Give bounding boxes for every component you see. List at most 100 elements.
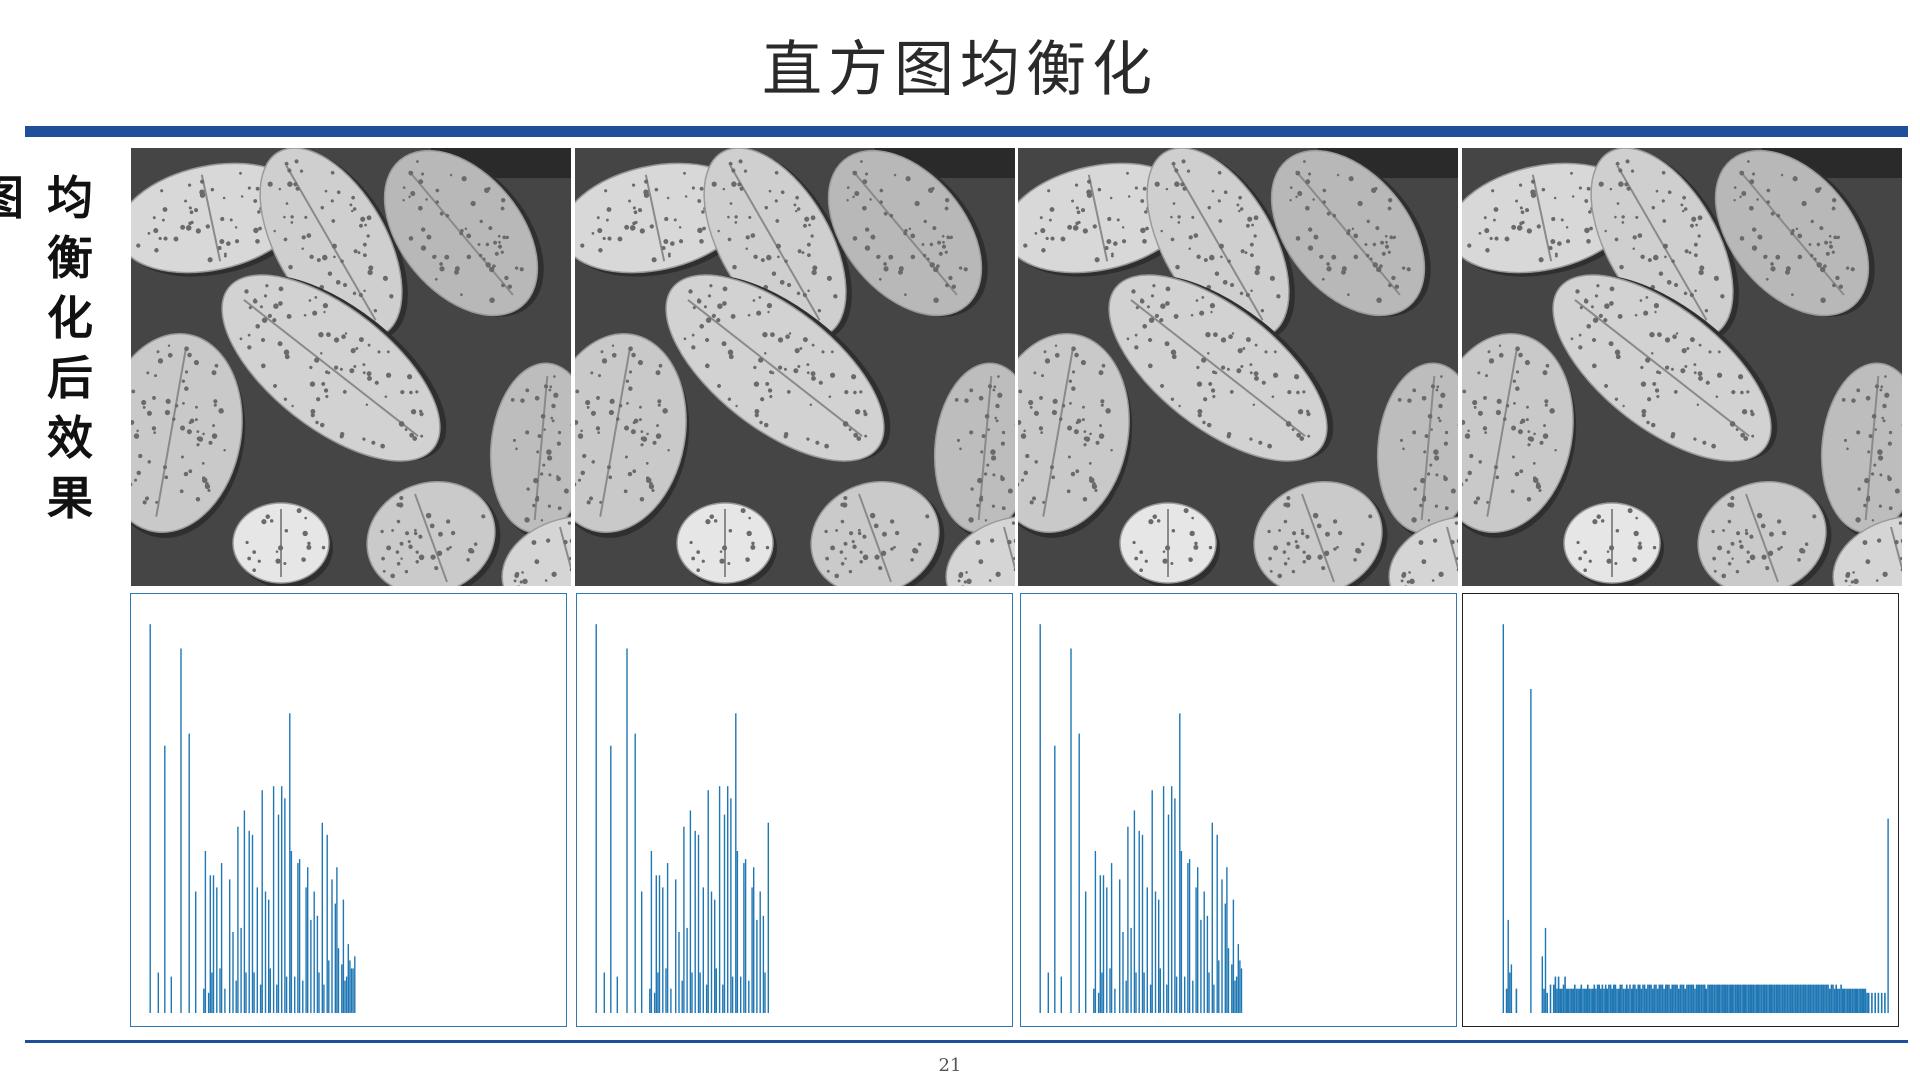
histogram-bar [1762,984,1764,1013]
histogram-bar [1666,984,1669,1013]
histogram-bar [736,851,739,1013]
histogram-bar [268,899,270,1013]
histogram-bar [1119,879,1121,1014]
histogram-bar [1661,984,1664,1013]
histogram-bar [1175,976,1178,1013]
histogram-bar [666,863,669,1013]
histogram-bar [767,822,769,1013]
histogram-bar [1227,948,1230,1013]
histogram-bar [1746,984,1748,1013]
histogram-bar [1796,984,1799,1013]
histogram-bar [269,968,271,1013]
histogram-bar [1240,968,1243,1013]
histogram-bar [1874,992,1876,1014]
histogram-bar [1577,988,1579,1013]
histogram-bar [1806,984,1808,1013]
histogram-bar [1713,984,1716,1013]
histogram-bar [1221,879,1223,1014]
histogram-bar [1515,988,1518,1013]
histogram-bar [281,786,283,1013]
histogram-bar [1707,984,1709,1013]
histogram-bar [1509,972,1511,1013]
histogram-bar [1841,988,1844,1013]
histogram-bar [1854,988,1857,1013]
histogram-bar [1835,984,1837,1013]
histogram-bar [336,867,338,1013]
histogram-bar [1863,988,1865,1013]
histogram-bar [1158,899,1160,1013]
histogram-bar [1791,984,1794,1013]
histogram-bar [344,980,346,1013]
histogram-bar [1692,984,1695,1013]
histogram-bar [1643,984,1646,1013]
histogram-bar [616,976,618,1013]
histogram-bar [1213,984,1215,1013]
histogram-bar [1658,984,1661,1013]
histogram-bar [243,810,246,1013]
histogram-bar [1824,984,1826,1013]
histogram-bar [1699,984,1701,1013]
histogram-bar [1864,988,1867,1013]
histogram-bar [748,980,750,1013]
histogram-bar [1626,984,1628,1013]
histogram-bar [735,713,737,1013]
histogram-bar [1619,984,1622,1013]
histogram-bar [313,891,315,1013]
histogram-bar [723,814,726,1013]
histogram-bar [1856,988,1859,1013]
histogram-bar [1807,984,1810,1013]
histogram-bar [1853,988,1855,1013]
histogram-bar [1195,887,1197,1013]
histogram-bar [180,648,182,1013]
histogram-bar [1549,984,1552,1013]
histogram-bar [1721,984,1724,1013]
histogram-bar [1749,984,1751,1013]
histogram-bar [1710,984,1712,1013]
histogram-bar [740,976,742,1013]
slide-title: 直方图均衡化 [762,35,1158,105]
histogram-bar [1679,984,1682,1013]
histogram-bar [675,879,677,1014]
histogram-bar [1154,891,1157,1013]
histogram-bar [1565,988,1568,1013]
histogram-bar [1603,988,1605,1013]
histogram-bar [307,867,309,1013]
histogram-bar [1754,984,1756,1013]
histogram-bar [1109,968,1111,1013]
histogram-bar [1682,984,1685,1013]
histogram-bar [1070,648,1072,1013]
histogram-bar [1731,984,1734,1013]
histogram-bar [1755,984,1758,1013]
histogram-bar [1078,733,1080,1013]
histogram-bar [1593,984,1596,1013]
histogram-bar [1819,984,1821,1013]
histogram-bar [1765,984,1768,1013]
histogram-bar [302,980,304,1013]
histogram-bar [714,899,716,1013]
histogram-bar [1575,988,1578,1013]
side-label-char: 衡 [47,231,93,285]
histogram-bar [1054,745,1056,1013]
histogram-bar [1736,984,1738,1013]
histogram-bar [1778,984,1781,1013]
histogram-bar [743,863,745,1013]
histogram-bar [1637,984,1639,1013]
pollen-photo-3 [1018,148,1458,586]
histogram-bar [1167,814,1170,1013]
histogram-bar [634,733,636,1013]
histogram-bar [722,984,724,1013]
histogram-bar [345,976,348,1013]
histogram-bar [1208,972,1210,1013]
histogram-bar [289,713,291,1013]
histogram-bar [1773,984,1776,1013]
histogram-bar [1798,984,1800,1013]
histogram-bar [1616,988,1618,1013]
histogram-bar [1639,984,1641,1013]
histogram-bar [1559,988,1561,1013]
histogram-bar [1681,984,1683,1013]
histogram-bar [683,826,685,1013]
histogram-3 [1020,593,1457,1027]
histogram-bar [1114,988,1116,1013]
histogram-bar [1122,932,1124,1013]
histogram-bar [1598,984,1600,1013]
